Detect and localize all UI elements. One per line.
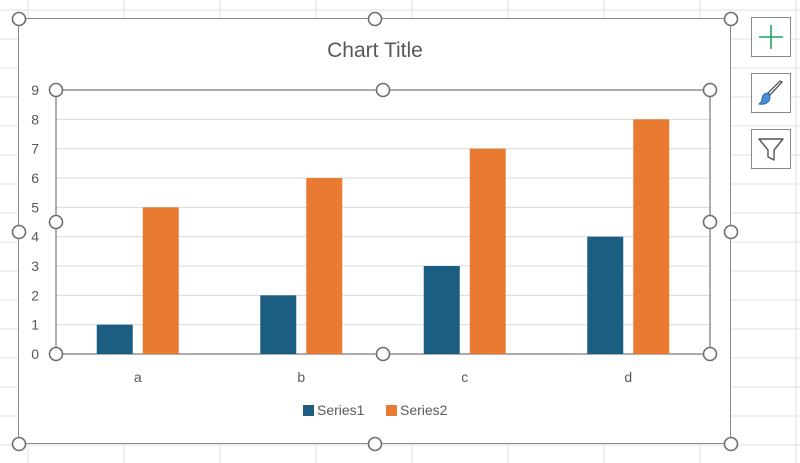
paintbrush-icon	[757, 80, 784, 105]
bar-series2-a	[142, 207, 179, 354]
chart-handle-r	[723, 224, 739, 240]
x-tick-label: a	[134, 369, 142, 385]
plus-icon	[759, 25, 783, 49]
legend-label: Series1	[317, 402, 365, 418]
chart-handle-b	[367, 436, 383, 452]
plot-handle-l	[48, 214, 64, 230]
chart-filters-button[interactable]	[751, 129, 791, 169]
plot-handle-bl	[48, 346, 64, 362]
bar-series1-d	[587, 236, 624, 354]
plot-handle-r	[702, 214, 718, 230]
chart-handle-br	[723, 436, 739, 452]
plot-handle-b	[375, 346, 391, 362]
y-tick-label: 3	[31, 258, 39, 274]
chart-styles-button[interactable]	[751, 73, 791, 113]
chart-title: Chart Title	[327, 39, 423, 62]
y-tick-label: 9	[31, 82, 39, 98]
funnel-icon	[758, 138, 784, 161]
y-tick-label: 0	[31, 346, 39, 362]
bar-series1-b	[260, 295, 297, 354]
y-tick-label: 8	[31, 111, 39, 127]
chart-handle-bl	[11, 436, 27, 452]
y-tick-label: 4	[31, 229, 39, 245]
bar-series1-a	[96, 324, 133, 354]
legend-label: Series2	[400, 402, 448, 418]
chart-svg: Chart Title 0 1 2 3 4 5 6 7 8 9 a b c d Series1 Series2	[11, 11, 739, 452]
chart-elements-button[interactable]	[751, 17, 791, 57]
plot-handle-tr	[702, 82, 718, 98]
chart-handle-t	[367, 11, 383, 27]
chart-area[interactable]: Chart Title 0 1 2 3 4 5 6 7 8 9 a b c d Series1 Series2	[11, 11, 739, 452]
legend-swatch	[386, 405, 397, 416]
y-tick-label: 7	[31, 141, 39, 157]
bar-series2-b	[306, 178, 343, 354]
plot-handle-br	[702, 346, 718, 362]
chart-handle-tr	[723, 11, 739, 27]
x-tick-label: b	[297, 369, 305, 385]
bar-series2-c	[469, 148, 506, 354]
x-tick-label: c	[461, 369, 468, 385]
chart-handle-l	[11, 224, 27, 240]
y-tick-label: 2	[31, 287, 39, 303]
chart-handle-tl	[11, 11, 27, 27]
plot-handle-t	[375, 82, 391, 98]
plot-handle-tl	[48, 82, 64, 98]
x-tick-label: d	[624, 369, 632, 385]
y-tick-label: 1	[31, 317, 39, 333]
y-tick-label: 6	[31, 170, 39, 186]
y-tick-label: 5	[31, 199, 39, 215]
bar-series2-d	[633, 119, 670, 354]
bar-series1-c	[423, 266, 460, 354]
legend-swatch	[303, 405, 314, 416]
